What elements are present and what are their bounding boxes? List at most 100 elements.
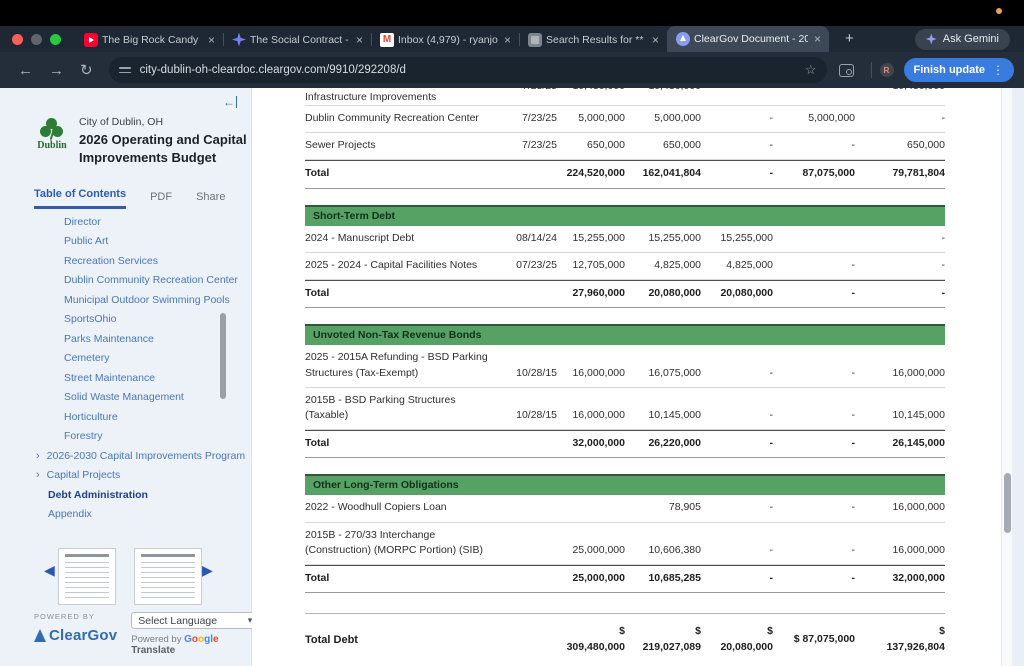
collapse-sidebar-icon[interactable]: ←: [223, 95, 237, 109]
total-value: 27,960,000: [572, 287, 625, 300]
toc-item-public-art[interactable]: Public Art: [0, 232, 251, 252]
carousel-next-icon[interactable]: ▶: [202, 562, 213, 578]
page-thumbnail[interactable]: [134, 548, 202, 605]
total-value: 162,041,804: [642, 167, 701, 180]
tab-search-icon[interactable]: [838, 63, 854, 77]
gemini-sparkle-icon: [925, 33, 937, 45]
bookmark-star-icon[interactable]: ☆: [804, 62, 817, 77]
toc-item-cemetery[interactable]: Cemetery: [0, 349, 251, 369]
browser-menu-icon[interactable]: ⋮: [992, 63, 1004, 77]
total-value: 20,080,000: [720, 287, 773, 300]
row-value: 650,000: [587, 139, 625, 152]
row-value: 10,430,000: [625, 88, 701, 92]
carousel-prev-icon[interactable]: ◀: [44, 562, 55, 578]
minimize-window-button[interactable]: [31, 33, 42, 45]
total-value: 20,080,000: [648, 287, 701, 300]
ask-gemini-button[interactable]: Ask Gemini: [914, 28, 1010, 50]
back-button[interactable]: ←: [18, 61, 33, 79]
close-tab-icon[interactable]: ×: [651, 32, 659, 47]
finish-update-button[interactable]: Finish update ⋮: [903, 58, 1014, 82]
row-value: 15,255,000: [648, 231, 701, 244]
reload-button[interactable]: ↻: [80, 62, 93, 79]
toc-item-dublin-community-recreation-center[interactable]: Dublin Community Recreation Center: [0, 271, 251, 291]
row-label: Sewer Projects: [305, 139, 376, 152]
row-value: -: [851, 258, 856, 271]
toc-item-horticulture[interactable]: Horticulture: [0, 407, 251, 427]
gemini-icon: [232, 32, 246, 47]
toc-item-label: Capital Projects: [46, 469, 121, 482]
toc-item-forestry[interactable]: Forestry: [0, 427, 251, 447]
toc-item-appendix[interactable]: Appendix: [0, 505, 251, 525]
toc-item-director[interactable]: Director: [0, 212, 251, 232]
toc-item-capital-projects[interactable]: › Capital Projects: [0, 466, 251, 486]
total-value: 87,075,000: [802, 167, 855, 180]
toc-item-solid-waste-management[interactable]: Solid Waste Management: [0, 388, 251, 408]
row-value: -: [769, 139, 774, 152]
toc-item-2026-2030-capital-improvements-program[interactable]: › 2026-2030 Capital Improvements Program: [0, 446, 251, 466]
close-window-button[interactable]: [12, 33, 23, 45]
close-tab-icon[interactable]: ×: [355, 32, 363, 47]
close-tab-icon[interactable]: ×: [813, 32, 821, 46]
row-label: Infrastructure Improvements: [305, 91, 437, 103]
tab-pdf[interactable]: PDF: [150, 191, 173, 203]
tab-title: The Social Contract - Googl: [250, 33, 350, 46]
row-value: -: [941, 231, 946, 244]
content-scrollbar-thumb[interactable]: [1004, 473, 1011, 533]
tab-table-of-contents[interactable]: Table of Contents: [34, 188, 127, 209]
table-total-row: Total 32,000,000 26,220,000 - - 26,145,000: [305, 430, 945, 459]
toc-item-label: Director: [64, 215, 101, 228]
table-row: Dublin Community Recreation Center 7/23/2…: [305, 106, 945, 134]
url-text[interactable]: city-dublin-oh-cleardoc.cleargov.com/991…: [139, 64, 406, 76]
row-value: -: [851, 501, 856, 514]
toc-item-municipal-outdoor-swimming-pools[interactable]: Municipal Outdoor Swimming Pools: [0, 290, 251, 310]
address-bar[interactable]: city-dublin-oh-cleardoc.cleargov.com/991…: [108, 57, 827, 83]
toc-item-sportsohio[interactable]: SportsOhio: [0, 310, 251, 330]
browser-tab[interactable]: The Social Contract - Googl ×: [223, 27, 371, 52]
close-tab-icon[interactable]: ×: [207, 32, 215, 47]
language-select[interactable]: Select Language ▾: [131, 612, 260, 629]
toc-scrollbar-thumb[interactable]: [220, 313, 226, 399]
browser-tab[interactable]: Search Results for ** – The G ×: [519, 27, 667, 52]
total-label: Total: [305, 287, 330, 300]
sidebar-header: Dublin City of Dublin, OH 2026 Operating…: [34, 116, 246, 166]
toc-item-recreation-services[interactable]: Recreation Services: [0, 251, 251, 271]
total-label: Total: [305, 572, 330, 585]
tab-title: ClearGov Document - 2026 O: [694, 33, 808, 45]
content-scrollbar-track[interactable]: [1001, 88, 1012, 666]
row-value: 25,000,000: [572, 543, 625, 556]
row-date: 10/28/15: [516, 408, 557, 421]
page-thumbnail[interactable]: [58, 548, 116, 605]
total-label: Total: [305, 437, 330, 450]
browser-tab[interactable]: The Big Rock Candy Mountai ×: [75, 27, 223, 52]
section-header: Unvoted Non-Tax Revenue Bonds: [305, 324, 945, 346]
sidebar-nav-tabs: Table of Contents PDF Share: [34, 188, 225, 209]
tab-share[interactable]: Share: [196, 191, 226, 203]
table-row: 2015B - 270/33 Interchange (Construction…: [305, 523, 945, 566]
toc-item-parks-maintenance[interactable]: Parks Maintenance: [0, 329, 251, 349]
table-row: 2015B - BSD Parking Structures (Taxable)…: [305, 388, 945, 431]
close-tab-icon[interactable]: ×: [503, 32, 511, 47]
shamrock-icon: [39, 118, 65, 141]
document-sidebar: ← Dublin City of Dublin, OH 2026 Operati…: [0, 88, 260, 666]
tab-title: The Big Rock Candy Mountai: [102, 33, 202, 46]
row-value: -: [769, 112, 774, 124]
toc-item-debt-administration[interactable]: Debt Administration: [0, 485, 251, 505]
toc-item-label: Appendix: [48, 508, 92, 521]
toc-item-street-maintenance[interactable]: Street Maintenance: [0, 368, 251, 388]
total-value: -: [851, 437, 856, 450]
browser-tab[interactable]: ClearGov Document - 2026 O ×: [667, 26, 829, 52]
row-date: 7/23/25: [521, 139, 557, 152]
browser-tab[interactable]: M Inbox (4,979) - ryanjohnsont ×: [371, 27, 519, 52]
toc-item-label: Cemetery: [64, 352, 110, 365]
maximize-window-button[interactable]: [50, 33, 61, 45]
budget-table-section: Short-Term Debt 2024 - Manuscript Debt 08/…: [305, 204, 946, 309]
document-title: 2026 Operating and Capital Improvements …: [79, 132, 247, 165]
forward-button[interactable]: →: [49, 61, 64, 79]
site-info-icon[interactable]: [118, 65, 131, 75]
row-value: 78,905: [668, 501, 701, 514]
row-label: 2025 - 2015A Refunding - BSD Parking Str…: [305, 351, 488, 379]
cleargov-logo: ClearGov: [34, 627, 117, 644]
profile-avatar[interactable]: R: [879, 63, 894, 77]
total-value: 79,781,804: [892, 167, 945, 180]
new-tab-button[interactable]: +: [845, 30, 854, 47]
